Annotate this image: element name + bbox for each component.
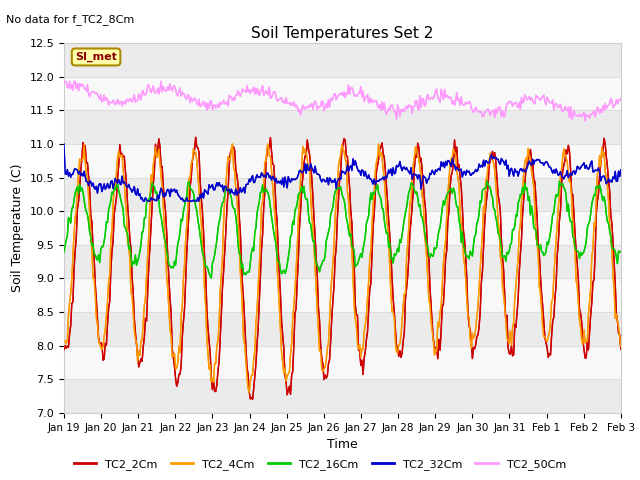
TC2_50Cm — [516, 107, 524, 112]
TC2_4Cm — [245, 390, 253, 396]
TC2_4Cm — [606, 223, 614, 228]
TC2_16Cm — [329, 204, 337, 210]
Bar — [64, 77, 621, 110]
TC2_4Cm — [617, 343, 625, 349]
TC2_32Cm — [326, 175, 333, 180]
TC2_4Cm — [364, 295, 371, 301]
TC2_32Cm — [329, 178, 337, 183]
TC2_2Cm — [519, 211, 527, 217]
TC2_32Cm — [617, 167, 625, 173]
X-axis label: Time: Time — [327, 438, 358, 451]
TC2_16Cm — [393, 250, 401, 256]
TC2_50Cm — [324, 97, 332, 103]
TC2_16Cm — [519, 184, 527, 190]
TC2_2Cm — [330, 283, 338, 288]
TC2_32Cm — [518, 166, 525, 172]
Bar — [64, 43, 621, 77]
Text: No data for f_TC2_8Cm: No data for f_TC2_8Cm — [6, 14, 134, 25]
TC2_50Cm — [605, 102, 612, 108]
TC2_50Cm — [328, 98, 335, 104]
Line: TC2_50Cm: TC2_50Cm — [64, 80, 621, 121]
TC2_4Cm — [394, 350, 401, 356]
TC2_50Cm — [362, 95, 369, 100]
Bar — [64, 110, 621, 144]
Bar — [64, 178, 621, 211]
TC2_32Cm — [60, 141, 68, 147]
TC2_16Cm — [483, 178, 491, 184]
TC2_2Cm — [617, 346, 625, 352]
Bar — [64, 278, 621, 312]
Text: SI_met: SI_met — [75, 52, 117, 62]
Bar — [64, 245, 621, 278]
Line: TC2_2Cm: TC2_2Cm — [64, 137, 621, 399]
TC2_32Cm — [362, 173, 370, 179]
Line: TC2_32Cm: TC2_32Cm — [64, 144, 621, 201]
TC2_32Cm — [393, 163, 401, 168]
TC2_4Cm — [330, 242, 338, 248]
Bar — [64, 211, 621, 245]
TC2_2Cm — [60, 347, 68, 353]
TC2_16Cm — [617, 249, 625, 254]
Line: TC2_4Cm: TC2_4Cm — [64, 144, 621, 393]
TC2_16Cm — [326, 224, 333, 230]
Legend: TC2_2Cm, TC2_4Cm, TC2_16Cm, TC2_32Cm, TC2_50Cm: TC2_2Cm, TC2_4Cm, TC2_16Cm, TC2_32Cm, TC… — [70, 455, 570, 474]
TC2_16Cm — [362, 220, 370, 226]
TC2_2Cm — [327, 337, 335, 343]
TC2_2Cm — [364, 329, 371, 335]
TC2_50Cm — [617, 96, 625, 101]
Bar — [64, 144, 621, 178]
TC2_16Cm — [207, 275, 215, 281]
TC2_4Cm — [60, 338, 68, 344]
Line: TC2_16Cm: TC2_16Cm — [64, 181, 621, 278]
Y-axis label: Soil Temperature (C): Soil Temperature (C) — [11, 164, 24, 292]
TC2_50Cm — [392, 108, 399, 114]
TC2_32Cm — [140, 198, 147, 204]
TC2_50Cm — [60, 77, 68, 83]
TC2_16Cm — [60, 250, 68, 255]
TC2_16Cm — [606, 228, 614, 234]
TC2_2Cm — [606, 187, 614, 193]
Bar — [64, 312, 621, 346]
TC2_2Cm — [249, 396, 257, 402]
TC2_4Cm — [228, 141, 236, 147]
Bar — [64, 379, 621, 413]
Bar — [64, 346, 621, 379]
TC2_4Cm — [519, 189, 527, 194]
TC2_2Cm — [394, 345, 401, 350]
TC2_32Cm — [605, 176, 612, 181]
TC2_2Cm — [192, 134, 200, 140]
Title: Soil Temperatures Set 2: Soil Temperatures Set 2 — [252, 25, 433, 41]
TC2_4Cm — [327, 290, 335, 296]
TC2_50Cm — [581, 118, 589, 124]
